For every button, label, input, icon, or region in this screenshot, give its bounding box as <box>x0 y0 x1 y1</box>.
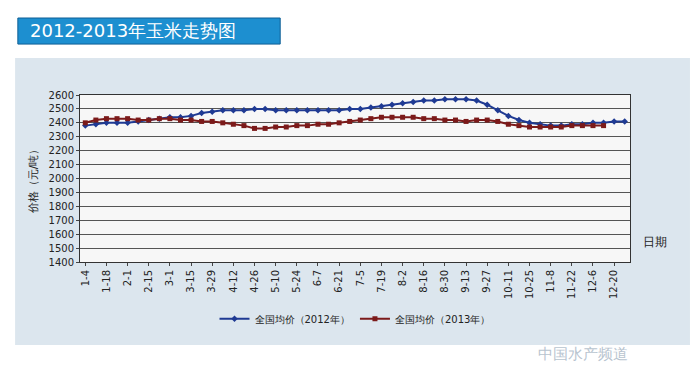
svg-text:4-26: 4-26 <box>249 270 260 293</box>
svg-text:2-1: 2-1 <box>122 270 133 286</box>
svg-text:11-22: 11-22 <box>566 270 577 299</box>
svg-text:1700: 1700 <box>49 215 74 226</box>
svg-text:1500: 1500 <box>49 243 74 254</box>
svg-text:7-5: 7-5 <box>355 270 366 286</box>
svg-text:价格（元/吨）: 价格（元/吨） <box>27 144 40 215</box>
svg-text:1-4: 1-4 <box>80 270 91 286</box>
svg-text:4-12: 4-12 <box>228 270 239 293</box>
svg-text:5-10: 5-10 <box>270 270 281 293</box>
svg-text:8-2: 8-2 <box>397 270 408 286</box>
svg-text:6-21: 6-21 <box>333 270 344 293</box>
svg-text:9-13: 9-13 <box>460 270 471 293</box>
svg-text:2200: 2200 <box>49 145 74 156</box>
svg-text:全国均价（2012年）: 全国均价（2012年） <box>255 314 350 325</box>
svg-text:2500: 2500 <box>49 103 74 114</box>
svg-text:1400: 1400 <box>49 257 74 268</box>
svg-text:全国均价（2013年）: 全国均价（2013年） <box>395 314 490 325</box>
svg-text:2100: 2100 <box>49 159 74 170</box>
svg-text:8-30: 8-30 <box>439 270 450 293</box>
svg-text:11-8: 11-8 <box>545 270 556 293</box>
svg-text:2600: 2600 <box>49 90 74 101</box>
svg-text:3-1: 3-1 <box>164 270 175 286</box>
svg-text:2-15: 2-15 <box>143 270 154 293</box>
svg-text:2012-2013年玉米走势图: 2012-2013年玉米走势图 <box>30 20 236 41</box>
svg-text:12-20: 12-20 <box>608 270 619 299</box>
svg-text:3-15: 3-15 <box>185 270 196 293</box>
svg-text:9-27: 9-27 <box>481 270 492 293</box>
svg-text:1600: 1600 <box>49 229 74 240</box>
svg-text:6-7: 6-7 <box>312 270 323 286</box>
svg-text:1-18: 1-18 <box>101 270 112 293</box>
svg-text:7-19: 7-19 <box>376 270 387 293</box>
svg-text:中国水产频道: 中国水产频道 <box>538 345 628 363</box>
svg-text:1900: 1900 <box>49 187 74 198</box>
svg-text:10-25: 10-25 <box>524 270 535 299</box>
svg-text:2300: 2300 <box>49 131 74 142</box>
svg-text:日期: 日期 <box>643 235 667 249</box>
svg-text:10-11: 10-11 <box>503 270 514 299</box>
svg-text:12-6: 12-6 <box>587 270 598 293</box>
svg-text:5-24: 5-24 <box>291 270 302 293</box>
svg-text:1800: 1800 <box>49 201 74 212</box>
svg-text:8-16: 8-16 <box>418 270 429 293</box>
svg-text:2000: 2000 <box>49 173 74 184</box>
svg-text:3-29: 3-29 <box>206 270 217 293</box>
svg-text:2400: 2400 <box>49 117 74 128</box>
